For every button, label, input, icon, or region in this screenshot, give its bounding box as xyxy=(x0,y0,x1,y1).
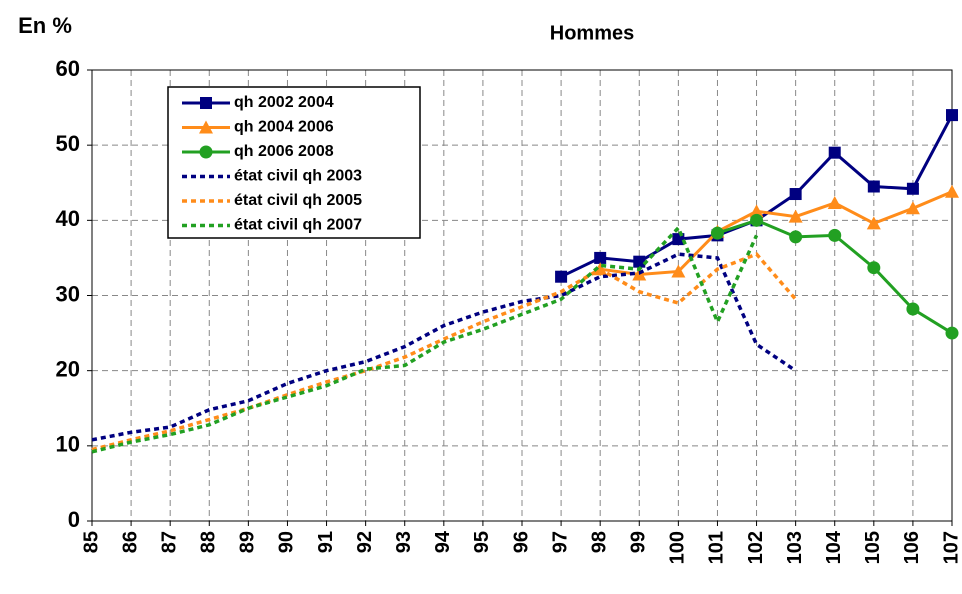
marker xyxy=(633,255,646,268)
legend-label: qh 2002 2004 xyxy=(234,94,334,111)
plot-border xyxy=(91,69,953,522)
x-tick-label: 107 xyxy=(940,531,962,564)
x-tick-label: 97 xyxy=(549,531,571,553)
x-tick-label: 99 xyxy=(628,531,650,553)
marker xyxy=(788,209,803,223)
x-tick-label: 95 xyxy=(471,531,493,553)
legend-label: état civil qh 2007 xyxy=(234,217,362,234)
x-tick-label: 96 xyxy=(510,531,532,553)
legend-marker xyxy=(199,145,213,159)
marker xyxy=(905,201,920,215)
x-tick-label: 94 xyxy=(432,530,454,553)
marker xyxy=(946,109,958,122)
marker xyxy=(906,182,919,195)
marker xyxy=(671,264,686,278)
y-tick-label: 40 xyxy=(56,206,80,231)
x-tick-label: 101 xyxy=(706,531,728,564)
x-tick-label: 89 xyxy=(237,531,259,553)
x-tick-label: 88 xyxy=(198,531,220,553)
marker xyxy=(750,213,764,227)
x-tick-label: 91 xyxy=(315,531,337,553)
series-line xyxy=(91,252,797,452)
marker xyxy=(827,196,842,210)
x-tick-label: 102 xyxy=(745,531,767,564)
x-tick-label: 85 xyxy=(80,531,102,553)
x-tick-label: 87 xyxy=(158,531,180,553)
y-axis-label: En % xyxy=(18,13,72,38)
y-tick-label: 50 xyxy=(56,131,80,156)
legend-box xyxy=(167,86,421,239)
marker xyxy=(945,184,959,198)
marker xyxy=(789,230,803,244)
x-tick-label: 98 xyxy=(588,531,610,553)
series-line xyxy=(91,252,797,442)
legend-label: qh 2006 2008 xyxy=(234,143,334,160)
legend-label: qh 2004 2006 xyxy=(234,119,334,136)
chart-title: Hommes xyxy=(550,22,634,44)
y-tick-label: 10 xyxy=(56,432,80,457)
x-tick-label: 92 xyxy=(354,531,376,553)
marker xyxy=(828,228,842,242)
y-tick-label: 20 xyxy=(56,356,80,381)
x-tick-label: 90 xyxy=(276,531,298,553)
legend-marker xyxy=(199,120,213,134)
x-tick-label: 106 xyxy=(901,531,923,564)
marker xyxy=(867,180,880,193)
x-tick-label: 104 xyxy=(823,530,845,564)
legend-label: état civil qh 2003 xyxy=(234,168,362,185)
marker xyxy=(945,326,959,340)
marker xyxy=(866,216,881,230)
y-tick-label: 60 xyxy=(56,56,80,81)
series-line xyxy=(599,190,953,276)
legend-marker xyxy=(200,97,212,109)
marker xyxy=(710,226,724,240)
marker xyxy=(789,188,802,201)
x-tick-label: 103 xyxy=(784,531,806,564)
x-tick-label: 100 xyxy=(667,531,689,564)
x-tick-label: 86 xyxy=(119,531,141,553)
y-tick-label: 30 xyxy=(56,281,80,306)
marker xyxy=(749,204,764,218)
legend-label: état civil qh 2005 xyxy=(234,192,362,209)
marker xyxy=(906,302,920,316)
series-line xyxy=(91,224,759,454)
x-tick-label: 93 xyxy=(393,531,415,553)
marker xyxy=(594,251,607,264)
marker xyxy=(828,146,841,159)
marker xyxy=(867,261,881,275)
x-tick-label: 105 xyxy=(862,531,884,564)
marker xyxy=(555,270,568,283)
y-tick-label: 0 xyxy=(68,507,80,532)
